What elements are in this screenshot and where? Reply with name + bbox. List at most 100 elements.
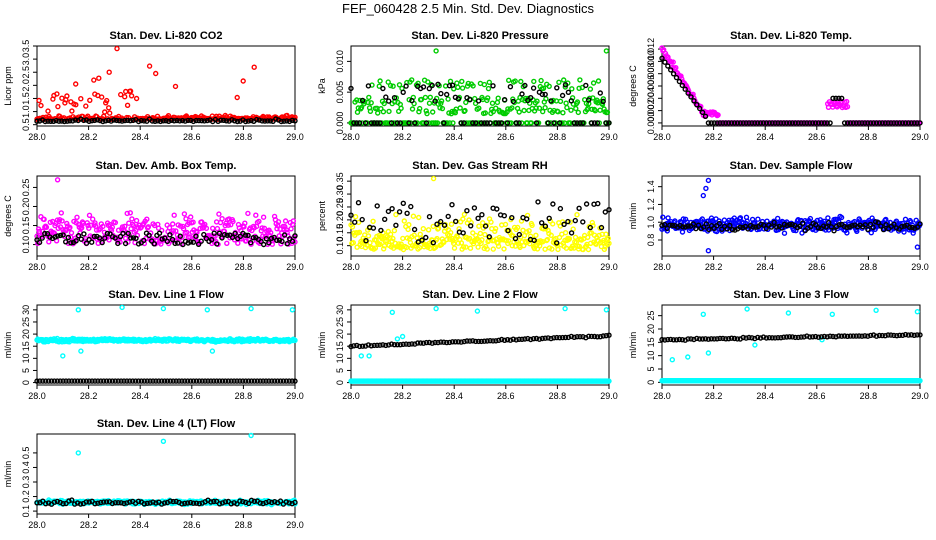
data-point bbox=[691, 98, 697, 104]
data-point bbox=[284, 118, 290, 124]
data-point bbox=[292, 378, 298, 384]
y-tick-label: 0.002 bbox=[646, 99, 656, 122]
data-point bbox=[69, 108, 75, 114]
data-point bbox=[507, 83, 514, 90]
data-point bbox=[271, 234, 277, 241]
data-point bbox=[406, 221, 412, 228]
data-point bbox=[56, 118, 62, 124]
data-point bbox=[577, 77, 583, 83]
data-point bbox=[201, 231, 207, 238]
y-tick-label: 20 bbox=[335, 329, 345, 339]
data-point bbox=[453, 218, 459, 225]
data-point bbox=[539, 220, 545, 226]
data-point bbox=[708, 120, 714, 126]
series-1 bbox=[34, 432, 298, 508]
data-point bbox=[237, 498, 243, 504]
data-point bbox=[504, 109, 510, 115]
x-tick-label: 28.8 bbox=[860, 391, 878, 401]
data-point bbox=[708, 336, 714, 342]
panel-1: Stan. Dev. Li-820 CO2 Licor ppm 28.0 28.2 28… bbox=[3, 30, 304, 142]
data-point bbox=[731, 120, 738, 126]
data-point bbox=[385, 208, 392, 215]
data-point bbox=[72, 117, 79, 123]
data-point bbox=[356, 229, 363, 236]
data-point bbox=[389, 309, 395, 315]
data-point bbox=[247, 239, 254, 246]
data-point bbox=[812, 120, 819, 126]
data-point bbox=[487, 338, 493, 344]
data-point bbox=[55, 103, 61, 110]
data-point bbox=[814, 217, 820, 224]
data-point bbox=[196, 378, 203, 384]
data-point bbox=[251, 498, 258, 504]
data-point bbox=[868, 332, 874, 339]
data-point bbox=[69, 497, 75, 503]
data-point bbox=[430, 239, 436, 246]
data-point bbox=[256, 218, 262, 225]
data-point bbox=[122, 223, 128, 230]
data-point bbox=[43, 501, 49, 507]
data-point bbox=[734, 336, 741, 342]
data-point bbox=[263, 378, 269, 384]
data-point bbox=[141, 378, 148, 384]
data-point bbox=[67, 224, 73, 231]
data-point bbox=[528, 120, 535, 126]
data-point bbox=[91, 77, 97, 83]
data-point bbox=[377, 342, 383, 348]
data-point bbox=[174, 117, 180, 124]
data-point bbox=[591, 120, 598, 126]
data-point bbox=[173, 228, 179, 234]
data-point bbox=[592, 107, 598, 114]
data-point bbox=[135, 498, 142, 504]
data-point bbox=[409, 97, 415, 104]
data-point bbox=[408, 203, 414, 210]
data-point bbox=[775, 335, 781, 341]
data-point bbox=[705, 350, 712, 356]
data-point bbox=[828, 224, 835, 230]
data-point bbox=[512, 78, 518, 84]
y-tick-label: 0.3 bbox=[21, 476, 31, 489]
data-point bbox=[380, 342, 386, 348]
data-point bbox=[396, 82, 403, 88]
data-point bbox=[225, 378, 232, 384]
data-point bbox=[891, 332, 897, 339]
data-point bbox=[714, 120, 720, 126]
data-point bbox=[370, 225, 377, 231]
x-tick-label: 28.0 bbox=[653, 262, 671, 272]
data-point bbox=[846, 224, 853, 230]
data-point bbox=[114, 45, 120, 52]
data-point bbox=[267, 118, 273, 124]
data-point bbox=[882, 333, 888, 339]
data-point bbox=[380, 85, 386, 92]
data-point bbox=[585, 234, 591, 241]
x-tick-label: 28.2 bbox=[394, 132, 412, 142]
data-point bbox=[905, 120, 912, 126]
data-point bbox=[195, 241, 202, 248]
data-point bbox=[204, 117, 210, 124]
data-point bbox=[862, 120, 868, 126]
data-point bbox=[672, 218, 678, 224]
x-tick-label: 28.6 bbox=[183, 391, 201, 401]
data-point bbox=[371, 342, 377, 349]
y-axis-label: ml/min bbox=[3, 332, 13, 359]
x-tick-label: 28.8 bbox=[235, 132, 253, 142]
data-point bbox=[385, 79, 391, 85]
x-tick-label: 28.6 bbox=[497, 262, 515, 272]
x-tick-label: 29.0 bbox=[286, 520, 304, 530]
data-point bbox=[225, 222, 232, 228]
data-point bbox=[555, 108, 561, 115]
data-point bbox=[460, 244, 467, 250]
x-tick-label: 28.0 bbox=[342, 391, 360, 401]
data-point bbox=[838, 214, 845, 221]
data-point bbox=[677, 222, 683, 229]
data-point bbox=[205, 378, 211, 384]
data-point bbox=[879, 332, 885, 339]
data-point bbox=[784, 120, 790, 126]
panel-title: Stan. Dev. Gas Stream RH bbox=[412, 160, 548, 172]
data-point bbox=[268, 235, 275, 242]
data-point bbox=[381, 243, 388, 249]
y-axis-label: Licor ppm bbox=[3, 66, 13, 106]
data-point bbox=[182, 118, 188, 124]
data-point bbox=[682, 86, 688, 92]
data-point bbox=[545, 227, 551, 234]
